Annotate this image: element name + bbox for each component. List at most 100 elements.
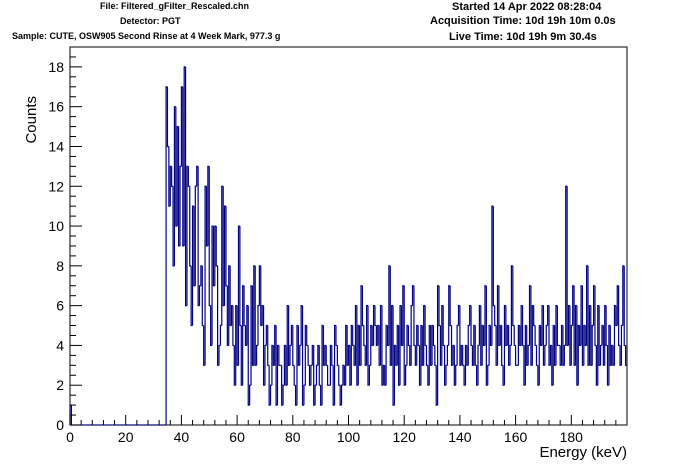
histogram-bin: [492, 206, 495, 307]
histogram-bin: [215, 226, 218, 267]
histogram-bin: [257, 305, 260, 346]
histogram-bin: [219, 324, 222, 346]
y-tick-label: 18: [48, 59, 64, 75]
x-tick-label: 20: [118, 429, 134, 445]
histogram-bin: [267, 325, 270, 366]
histogram-bin: [404, 364, 407, 386]
y-tick-label: 6: [56, 298, 64, 314]
y-tick-label: 16: [48, 99, 64, 115]
histogram-bin: [368, 364, 371, 386]
histogram-bin: [198, 285, 201, 306]
x-tick-label: 100: [337, 429, 361, 445]
histogram-bin: [314, 384, 317, 406]
histogram-bin: [338, 365, 341, 386]
histogram-bin: [434, 345, 437, 366]
histogram-bin: [186, 165, 189, 306]
histogram-bin: [467, 324, 470, 366]
x-tick-label: 140: [448, 429, 472, 445]
histogram-bin: [243, 285, 246, 327]
histogram-bin: [171, 166, 174, 187]
histogram-bin: [470, 305, 473, 347]
y-tick-label: 0: [56, 417, 64, 433]
histogram-bin: [477, 344, 480, 386]
histogram-bin: [494, 305, 497, 327]
histogram-bin: [625, 345, 627, 366]
histogram-bin: [509, 344, 512, 366]
histogram-bin: [264, 344, 267, 386]
histogram-bin: [194, 185, 197, 286]
histogram-bin: [563, 344, 566, 366]
histogram-bin: [512, 265, 515, 327]
histogram-bin: [455, 364, 458, 386]
histogram-bin: [318, 345, 321, 386]
histogram-bin: [306, 325, 309, 347]
histogram-bin: [310, 364, 313, 386]
histogram-bin: [239, 226, 242, 327]
histogram-bin: [599, 344, 602, 366]
histogram-bin: [544, 344, 547, 366]
histogram-bin: [374, 305, 377, 327]
histogram-bin: [256, 344, 258, 366]
histogram-bin: [594, 285, 597, 347]
histogram-bin: [208, 166, 211, 307]
histogram-bin: [432, 325, 435, 347]
x-tick-label: 0: [66, 429, 74, 445]
histogram-bin: [249, 384, 252, 406]
histogram-bin: [487, 364, 490, 386]
x-tick-label: 80: [285, 429, 301, 445]
histogram-bin: [278, 345, 281, 366]
histogram-bin: [556, 305, 559, 347]
histogram-bin: [445, 364, 448, 386]
histogram-bin: [533, 305, 536, 327]
histogram-bin: [462, 345, 465, 366]
histogram-bin: [315, 364, 318, 386]
histogram-bin: [166, 86, 169, 148]
histogram-bin: [335, 325, 338, 347]
histogram-bin: [361, 285, 364, 327]
histogram-bin: [201, 265, 204, 327]
histogram-bin: [474, 325, 477, 366]
histogram-bin: [410, 305, 413, 366]
histogram-bin: [289, 344, 292, 366]
histogram-bin: [620, 324, 623, 366]
sample-label: Sample: CUTE, OSW905 Second Rinse at 4 W…: [12, 31, 281, 41]
histogram-bin: [513, 325, 516, 347]
acquisition-time-label: Acquisition Time: 10d 19h 10m 0.0s: [430, 15, 616, 27]
histogram-bin: [282, 384, 285, 406]
histogram-bin: [303, 384, 306, 406]
x-tick-label: 160: [504, 429, 528, 445]
histogram-bin: [521, 305, 524, 347]
histogram-bin: [325, 345, 328, 366]
histogram-bin: [413, 285, 416, 347]
histogram-bin: [591, 324, 594, 366]
y-tick-label: 14: [48, 138, 64, 154]
y-tick-label: 8: [56, 258, 64, 274]
histogram-bin: [327, 365, 329, 386]
plot-frame: [69, 46, 628, 426]
histogram-bin: [545, 324, 548, 346]
histogram-bin: [336, 345, 339, 366]
histogram-bin: [438, 285, 441, 327]
histogram-bin: [442, 305, 445, 347]
histogram-bin: [425, 345, 428, 366]
started-label: Started 14 Apr 2022 08:28:04: [452, 1, 602, 13]
histogram-bin: [189, 186, 192, 267]
histogram-bin: [307, 345, 310, 366]
y-axis-title: Counts: [23, 96, 40, 144]
histogram-bin: [292, 325, 295, 366]
histogram-bin: [623, 265, 626, 347]
histogram-bin: [534, 325, 537, 347]
histogram-bin: [449, 285, 452, 327]
histogram-bin: [446, 344, 449, 366]
histogram-bin: [618, 285, 621, 347]
histogram-bin: [197, 166, 200, 307]
x-axis-title: Energy (keV): [539, 444, 627, 461]
file-label: File: Filtered_gFilter_Rescaled.chn: [100, 1, 250, 11]
histogram-bin: [605, 305, 608, 347]
histogram-bin: [340, 384, 343, 406]
histogram-bin: [535, 345, 538, 366]
x-tick-label: 120: [393, 429, 417, 445]
x-tick-label: 60: [229, 429, 245, 445]
y-tick-label: 10: [48, 218, 64, 234]
